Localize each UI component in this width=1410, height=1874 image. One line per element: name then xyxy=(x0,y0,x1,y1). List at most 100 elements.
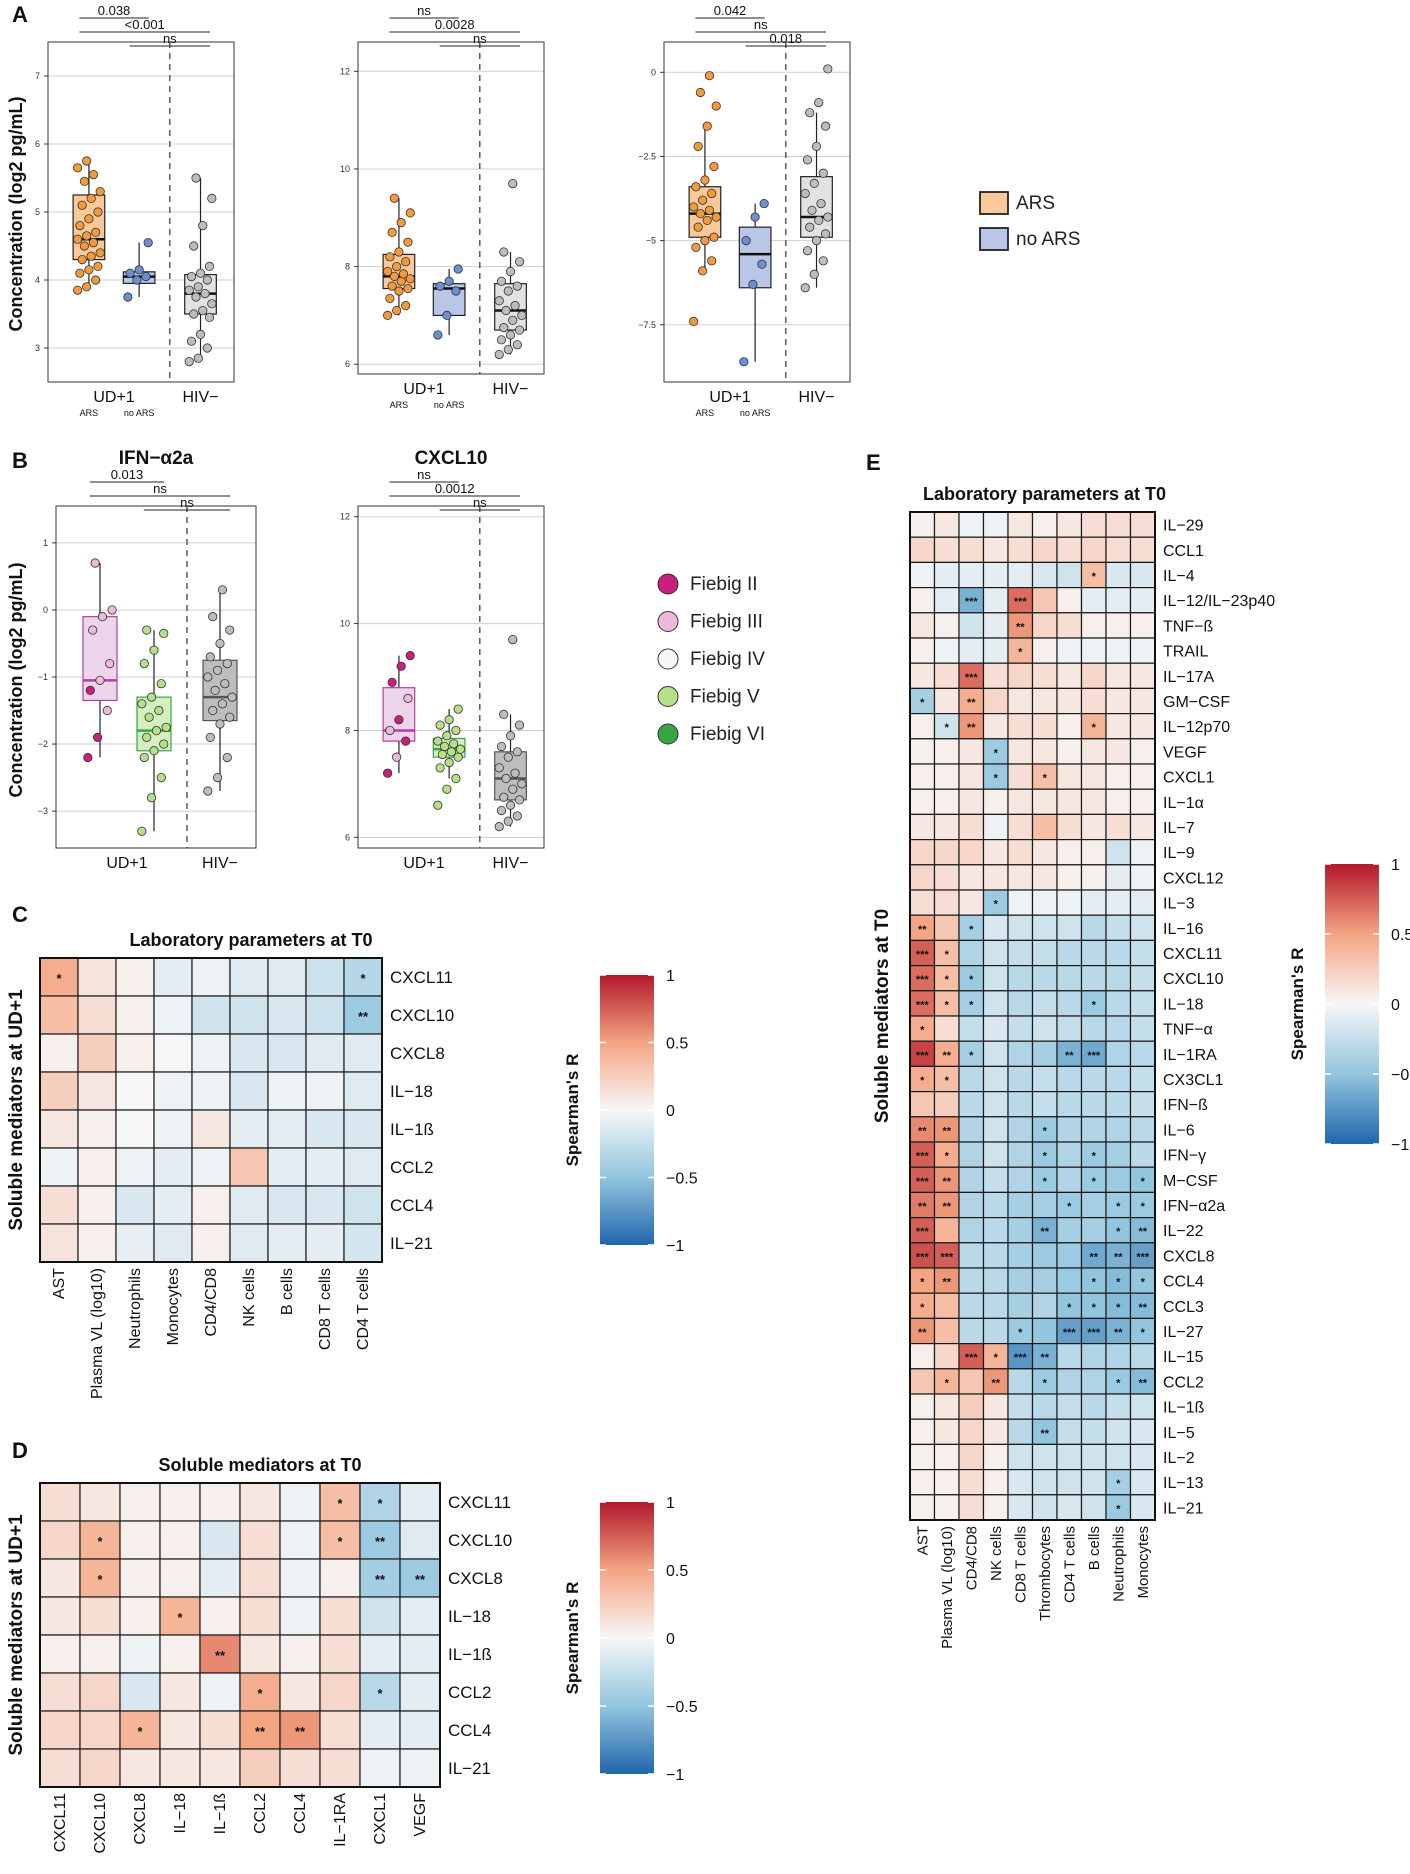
heatmap-cell xyxy=(909,662,936,690)
plot-frame xyxy=(663,41,851,383)
data-point xyxy=(139,658,149,669)
significance-star: ** xyxy=(1040,1428,1049,1440)
heatmap-cell xyxy=(199,1710,241,1750)
heatmap-cell xyxy=(909,788,936,816)
heatmap-cell xyxy=(1129,738,1156,765)
heatmap-cell xyxy=(119,1748,161,1788)
col-label: B cells xyxy=(1086,1526,1103,1570)
heatmap-cell xyxy=(1031,1267,1058,1294)
heatmap-cell xyxy=(1105,914,1132,942)
heatmap-cell xyxy=(115,1223,155,1263)
heatmap-cell xyxy=(39,1748,81,1788)
heatmap-title: Laboratory parameters at T0 xyxy=(923,484,1166,504)
y-tick-label: 12 xyxy=(340,512,350,522)
heatmap-cell xyxy=(1105,1040,1132,1067)
heatmap-cell xyxy=(1105,763,1132,790)
col-label: CXCL8 xyxy=(132,1793,149,1845)
heatmap-cell xyxy=(982,964,1009,992)
heatmap-cell xyxy=(359,1482,401,1522)
data-point xyxy=(508,634,518,645)
heatmap-cell xyxy=(1031,763,1058,790)
data-point xyxy=(816,198,826,209)
legend-label: Fiebig V xyxy=(690,687,760,708)
heatmap-cell xyxy=(982,1292,1009,1319)
heatmap-cell xyxy=(1031,1191,1058,1219)
heatmap-cell xyxy=(1007,838,1034,866)
heatmap-cell xyxy=(399,1596,441,1636)
heatmap-cell xyxy=(958,1494,985,1521)
heatmap-cell xyxy=(982,738,1009,765)
data-point xyxy=(695,87,706,98)
heatmap-cell xyxy=(1031,687,1058,715)
significance-star: ** xyxy=(918,1201,927,1213)
legend-swatch-no-ars xyxy=(979,227,1009,251)
data-point xyxy=(144,712,154,722)
y-tick-label: 0 xyxy=(43,605,48,615)
heatmap-cell xyxy=(1031,1443,1058,1471)
heatmap-cell xyxy=(1105,612,1132,639)
data-point xyxy=(442,784,452,794)
heatmap-cell xyxy=(958,1468,985,1496)
y-tick-label: 6 xyxy=(35,139,40,149)
heatmap-cell xyxy=(909,536,936,564)
heatmap-cell xyxy=(1105,889,1132,916)
heatmap-cell xyxy=(958,1090,985,1118)
heatmap-cell xyxy=(909,1368,936,1395)
heatmap-cell xyxy=(79,1672,121,1712)
data-point xyxy=(514,720,525,730)
heatmap-d: Soluble mediators at T0* ** * *** ** ****** **… xyxy=(6,1455,698,1853)
legend-dot-fiebig xyxy=(657,611,679,632)
heatmap-cell xyxy=(1007,1468,1034,1496)
heatmap-cell xyxy=(1056,1015,1083,1042)
heatmap-cell xyxy=(1056,939,1083,967)
y-tick-label: 6 xyxy=(345,832,350,842)
heatmap-cell xyxy=(958,838,985,866)
heatmap-cell xyxy=(909,1418,936,1445)
heatmap-cell xyxy=(1080,838,1107,866)
data-point xyxy=(508,784,518,794)
heatmap-cell xyxy=(1056,1166,1083,1193)
heatmap-cell xyxy=(1129,586,1156,614)
heatmap-cell xyxy=(1080,687,1107,715)
data-point xyxy=(494,763,504,773)
heatmap-cell xyxy=(279,1672,321,1712)
row-label: CCL3 xyxy=(1163,1299,1204,1316)
data-point xyxy=(501,773,511,784)
data-point xyxy=(385,725,395,736)
colorbar-tick-label: −1 xyxy=(666,1238,684,1255)
heatmap-cell xyxy=(1056,1393,1083,1420)
heatmap-cell xyxy=(79,1482,121,1522)
heatmap-cell xyxy=(191,1071,231,1111)
significance-star: * xyxy=(1116,1478,1121,1490)
x-sub-label: no ARS xyxy=(124,408,155,418)
box-0 xyxy=(688,71,722,327)
heatmap-cell xyxy=(982,1166,1009,1193)
heatmap-cell xyxy=(933,637,960,664)
heatmap-cell xyxy=(115,1071,155,1111)
heatmap-cell xyxy=(1007,1494,1034,1521)
heatmap-cell xyxy=(1056,536,1083,564)
significance-star: * xyxy=(377,1686,383,1701)
significance-star: * xyxy=(1116,1277,1121,1289)
heatmap-cell xyxy=(909,612,936,639)
col-label: CXCL1 xyxy=(372,1793,389,1845)
col-label: NK cells xyxy=(988,1526,1005,1581)
data-point xyxy=(499,709,509,720)
heatmap-cell xyxy=(1129,662,1156,690)
data-point xyxy=(392,305,402,316)
data-point xyxy=(444,276,454,286)
significance-star: * xyxy=(337,1496,343,1511)
heatmap-y-label: Soluble mediators at UD+1 xyxy=(6,989,27,1231)
heatmap-cell xyxy=(1105,1116,1132,1143)
y-axis-label-a: Concentration (log2 pg/mL) xyxy=(6,97,26,332)
heatmap-cell xyxy=(1007,1292,1034,1319)
data-point xyxy=(709,232,719,242)
heatmap-cell xyxy=(1080,1090,1107,1118)
heatmap-cell xyxy=(1080,939,1107,967)
heatmap-cell xyxy=(77,1109,117,1149)
heatmap-cell xyxy=(39,1596,81,1636)
data-point xyxy=(503,816,513,826)
col-label: CD4/CD8 xyxy=(963,1526,980,1590)
data-point xyxy=(517,310,527,321)
heatmap-cell xyxy=(1056,1418,1083,1445)
